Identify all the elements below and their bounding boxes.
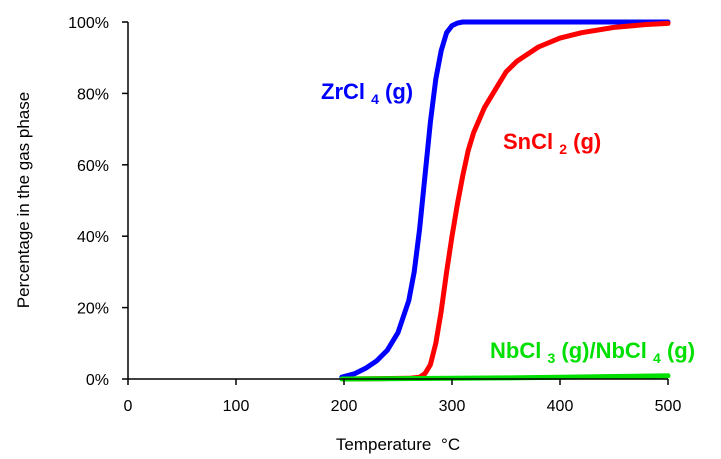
- x-tick-label: 0: [124, 398, 133, 415]
- x-tick-label: 400: [547, 398, 574, 415]
- x-axis-title-text: Temperature: [336, 435, 431, 454]
- y-tick-label: 20%: [77, 301, 109, 318]
- series-label-nbcl-main: NbCl: [490, 338, 541, 363]
- x-tick-label: 300: [439, 398, 466, 415]
- y-tick-label: 100%: [68, 15, 109, 32]
- series-label-nbcl-sub: 3: [547, 350, 555, 366]
- series-line-sncl2: [341, 20, 671, 382]
- series-label-zrcl4-main: ZrCl: [321, 79, 365, 104]
- plot-area: [339, 19, 671, 382]
- series-label-sncl2-tail: (g): [573, 129, 601, 154]
- y-tick-label: 0%: [86, 372, 109, 389]
- series-label-nbcl-tail: (g): [667, 338, 695, 363]
- y-axis-title: Percentage in the gas phase: [14, 92, 33, 308]
- x-axis-title-unit: °C: [441, 435, 460, 454]
- y-tick-label: 40%: [77, 229, 109, 246]
- series-label-zrcl4-sub: 4: [371, 91, 379, 107]
- series-label-sncl2-main: SnCl: [503, 129, 553, 154]
- axes: 0% 20% 40% 60% 80% 100% 0 100 200 300 400 500: [68, 15, 681, 415]
- x-axis-title: Temperature °C: [336, 435, 460, 454]
- series-line-zrcl4: [339, 19, 671, 380]
- series-label-nbcl-mid: (g)/NbCl: [561, 338, 647, 363]
- series-label-sncl2-sub: 2: [559, 141, 567, 157]
- series-label-zrcl4-tail: (g): [385, 79, 413, 104]
- x-tick-label: 200: [331, 398, 358, 415]
- y-tick-label: 80%: [77, 86, 109, 103]
- series-label-zrcl4: ZrCl 4 (g): [321, 79, 413, 109]
- x-tick-label: 500: [655, 398, 682, 415]
- series-label-nbcl-sub2: 4: [653, 350, 661, 366]
- x-tick-label: 100: [223, 398, 250, 415]
- series-label-sncl2: SnCl 2 (g): [503, 129, 601, 159]
- series-label-nbcl: NbCl 3 (g)/NbCl 4 (g): [490, 338, 695, 368]
- y-tick-label: 60%: [77, 158, 109, 175]
